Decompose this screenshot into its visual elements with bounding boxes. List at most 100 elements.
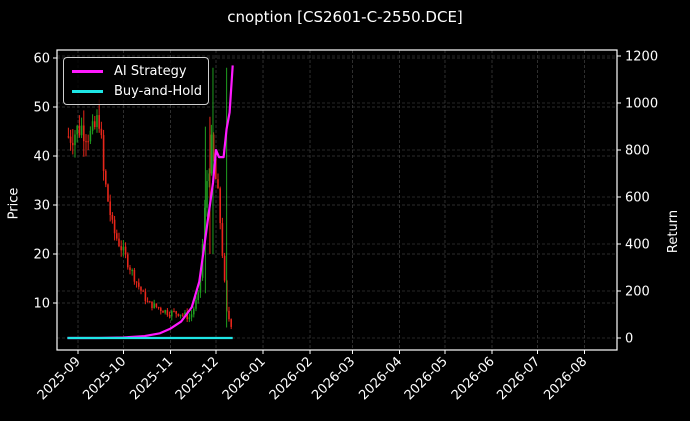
candle-body [195,300,197,309]
y-tick-label-left: 20 [33,248,50,263]
candle-body [89,130,92,142]
y-tick-label-left: 60 [33,52,50,67]
candle-body [188,317,191,320]
y-axis-label-left: Price [6,187,22,220]
candle-body [197,292,199,301]
y-tick-label-right: 800 [625,144,650,159]
candle-body [74,134,76,146]
candle-body [159,308,162,311]
candle-body [190,314,193,318]
candle-body [173,311,175,313]
y-tick-label-right: 600 [625,191,650,206]
candle-body [199,277,202,293]
candle-body [203,207,206,244]
legend-item-ai-strategy: AI Strategy [72,62,187,80]
candle-body [212,134,215,159]
x-tick-label: 2025-09 [35,354,84,403]
legend-item-buy-and-hold: Buy-and-Hold [72,82,202,100]
candle-body [206,181,208,208]
y-tick-label-right: 1200 [625,50,658,65]
candle-body [148,301,151,303]
candle-body [146,301,149,303]
candle-body [124,246,127,255]
candle-body [80,125,83,136]
candle-body [164,310,166,313]
x-tick-label: 2025-12 [173,354,222,403]
candle-body [192,308,195,315]
candle-body [71,142,74,146]
candle-body [69,136,72,143]
candle-body [166,310,169,315]
x-tick-label: 2026-06 [449,354,498,403]
candle-body [162,310,164,313]
legend-swatch-ai-strategy [72,69,103,73]
candle-body [96,115,98,128]
candle-body [129,267,131,271]
candle-body [85,141,87,143]
candle-body [137,282,140,287]
legend-swatch-buy-and-hold [72,89,103,93]
candle-body [78,125,81,136]
series-line-ai-strategy [67,65,234,340]
y-tick-label-left: 50 [33,101,50,116]
candle-body [217,179,219,189]
candle-body [98,115,100,129]
candle-body [223,255,226,281]
candle-body [118,238,120,247]
candle-body [111,214,114,220]
candle-body [135,281,138,283]
candle-body [115,233,118,239]
x-tick-label: 2026-04 [356,354,405,403]
candle-body [102,135,105,171]
candle-body [82,125,85,142]
candle-body [126,254,129,268]
x-tick-label: 2026-03 [309,354,358,403]
candle-body [221,223,224,256]
candle-body [208,173,210,182]
y-tick-label-left: 10 [33,297,50,312]
candle-body [151,301,153,309]
candle-body [179,314,182,316]
candle-body [140,286,142,291]
candle-body [131,269,133,271]
y-tick-label-right: 0 [625,332,633,347]
x-tick-label: 2025-11 [127,354,176,403]
candle-body [113,219,116,234]
candle-body [120,246,122,251]
y-axis-label-right: Return [666,209,682,254]
candle-body [186,312,188,320]
chart-title: cnoption [CS2601-C-2550.DCE] [227,8,463,26]
x-tick-label: 2026-02 [267,354,316,403]
candle-body [67,136,70,138]
y-tick-label-right: 1000 [625,97,658,112]
candle-body [219,188,221,224]
candle-body [157,307,160,309]
y-tick-label-left: 40 [33,150,50,165]
candle-body [155,303,158,308]
x-tick-label: 2026-07 [494,354,543,403]
candle-body [142,290,144,292]
candle-body [210,134,213,174]
candle-body [177,313,180,316]
candle-body [76,125,78,135]
candle-body [144,291,147,302]
x-tick-label: 2026-01 [220,354,269,403]
y-tick-label-right: 400 [625,238,650,253]
candle-body [104,170,107,185]
x-tick-label: 2025-10 [80,354,129,403]
candle-body [228,310,230,320]
chart-legend: AI Strategy Buy-and-Hold [63,57,209,105]
candle-body [133,269,136,282]
legend-label: AI Strategy [114,63,187,79]
candle-body [93,121,96,128]
y-tick-label-right: 200 [625,285,650,300]
candle-body [230,319,232,327]
candle-body [107,184,109,202]
candle-body [109,201,111,215]
candle-body [100,128,103,136]
axes-frame [56,49,618,351]
candle-body [87,141,89,143]
legend-label: Buy-and-Hold [114,83,203,99]
candle-body [170,311,173,317]
